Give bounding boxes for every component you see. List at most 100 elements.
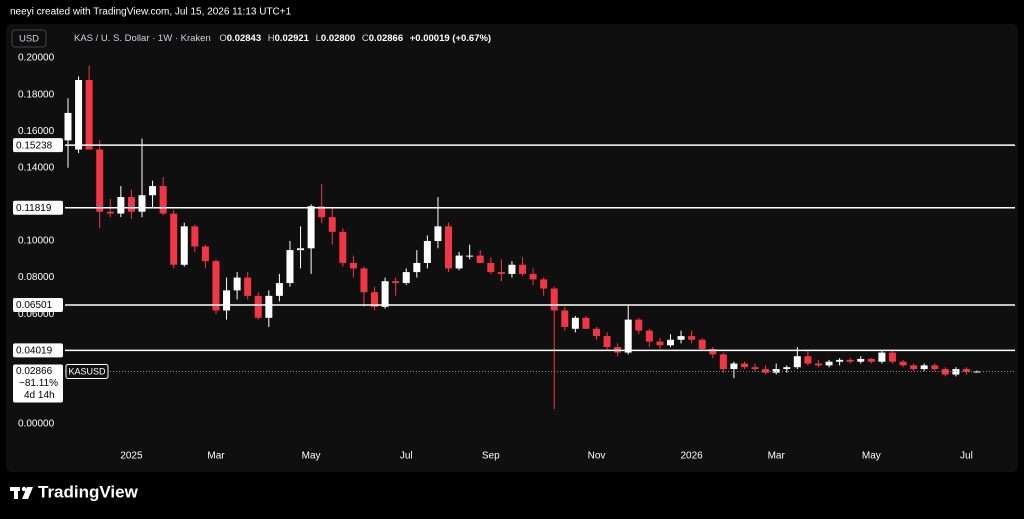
level-label: 0.11819	[16, 203, 52, 214]
candle-body	[212, 261, 220, 311]
candle-body	[402, 272, 410, 284]
candle-body	[265, 295, 273, 318]
change: +0.00019 (+0.67%)	[410, 33, 491, 44]
candle-body	[223, 290, 231, 311]
candle-body	[857, 358, 865, 362]
brand: TradingView	[38, 482, 139, 501]
x-tick-label: May	[862, 451, 881, 462]
top-note: neeyi created with TradingView.com, Jul …	[10, 7, 292, 18]
candle-body	[455, 255, 463, 269]
candle-body	[920, 365, 928, 370]
y-tick-label: 0.16000	[18, 126, 55, 137]
level-label: 0.15238	[16, 140, 53, 151]
candle-body	[127, 197, 135, 212]
ohlc-key: L	[316, 33, 321, 44]
level-label-box	[13, 343, 63, 358]
candle-body	[297, 248, 305, 251]
x-tick-label: Nov	[588, 451, 606, 462]
candle-body	[487, 262, 495, 273]
candle-body	[709, 348, 717, 355]
candle-body	[941, 369, 949, 375]
candle-body	[561, 310, 569, 327]
candle-body	[106, 211, 114, 214]
candle-body	[762, 369, 770, 373]
candle-body	[519, 264, 527, 274]
candle-body	[349, 262, 357, 269]
brand-logo	[10, 486, 33, 499]
ohlc-value: 0.02800	[321, 33, 355, 44]
y-tick-label: 0.06000	[18, 309, 55, 320]
candle-body	[275, 283, 283, 296]
level-label: 0.04019	[16, 346, 53, 357]
y-tick-label: 0.20000	[18, 53, 55, 64]
candle-body	[392, 281, 400, 284]
candle-body	[423, 240, 431, 263]
candle-body	[666, 339, 674, 346]
ohlc-key: O	[219, 33, 226, 44]
candle-body	[783, 367, 791, 370]
candle-body	[814, 363, 822, 366]
currency: USD	[19, 34, 39, 45]
x-tick-label: 2026	[681, 451, 704, 462]
candle-body	[307, 206, 315, 249]
currency-box	[11, 29, 47, 48]
candle-body	[656, 341, 664, 346]
y-tick-label: 0.18000	[18, 89, 55, 100]
candle-body	[698, 339, 706, 349]
candle-body	[740, 363, 748, 368]
candle-body	[730, 363, 738, 370]
candle-body	[867, 358, 875, 362]
candle-body	[85, 80, 93, 150]
candle-body	[846, 359, 854, 362]
last-price-label: 0.02866	[16, 366, 53, 377]
chart-panel	[6, 24, 1018, 472]
candle-body	[910, 365, 918, 370]
candle-body	[318, 206, 326, 218]
candle-body	[328, 217, 336, 232]
ohlc-key: C	[362, 33, 369, 44]
x-tick-label: Jul	[400, 451, 413, 462]
candle-body	[836, 359, 844, 362]
candle-body	[582, 317, 590, 329]
candle-body	[952, 369, 960, 375]
candle-body	[751, 367, 759, 370]
candle-body	[191, 226, 199, 247]
candle-body	[180, 226, 188, 265]
candle-body	[888, 352, 896, 362]
candle-body	[624, 319, 632, 353]
candle-body	[360, 268, 368, 293]
candle-body	[75, 80, 83, 150]
candle-body	[677, 336, 685, 340]
candle-body	[825, 361, 833, 366]
ohlc-key: H	[268, 33, 275, 44]
last-price-change: −81.11%	[19, 378, 58, 389]
candle-body	[571, 317, 579, 329]
ohlc-value: 0.02843	[227, 33, 261, 44]
candle-body	[434, 226, 442, 241]
y-tick-label: 0.14000	[18, 162, 55, 173]
level-label: 0.06501	[16, 300, 53, 311]
candle-body	[878, 352, 886, 362]
candle-body	[96, 149, 104, 212]
candle-body	[170, 213, 178, 265]
candle-body	[64, 112, 72, 141]
y-tick-label: 0.10000	[18, 236, 55, 247]
candle-body	[635, 319, 643, 331]
candle-body	[254, 295, 262, 318]
level-label-box	[13, 297, 63, 312]
candle-body	[233, 277, 241, 291]
candle-body	[371, 292, 379, 307]
candle-body	[286, 250, 294, 284]
candle-body	[529, 273, 537, 280]
candle-body	[645, 330, 653, 342]
candle-body	[772, 369, 780, 373]
candle-body	[793, 356, 801, 368]
x-tick-label: Sep	[482, 451, 500, 462]
candle-body	[476, 255, 484, 263]
candle-body	[804, 356, 812, 364]
level-label-box	[13, 138, 63, 153]
ohlc-value: 0.02921	[275, 33, 310, 44]
chart-title: KAS / U. S. Dollar · 1W · Kraken O0.0284…	[74, 33, 491, 44]
x-tick-label: May	[302, 451, 321, 462]
